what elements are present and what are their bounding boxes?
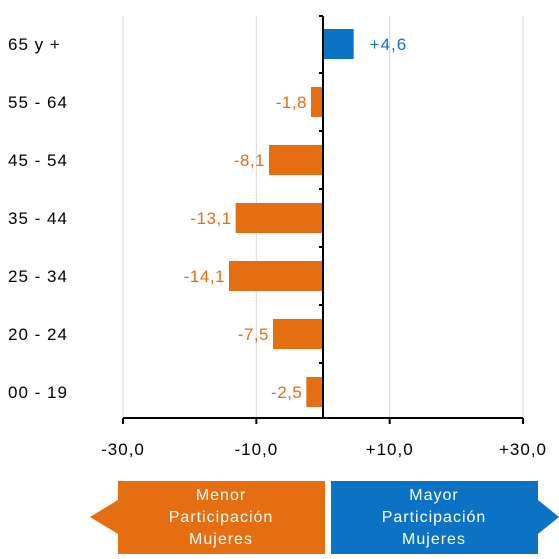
x-tick-label: +30,0: [499, 440, 547, 459]
legend-right-label-line: Mujeres: [402, 531, 466, 548]
category-label: 20 - 24: [8, 325, 68, 344]
bar: [323, 29, 354, 59]
right-arrow-icon: [538, 500, 559, 534]
legend-left-box: [118, 481, 325, 554]
bar: [269, 145, 323, 175]
bar: [311, 87, 323, 117]
data-label: -13,1: [190, 209, 231, 228]
category-label: 35 - 44: [8, 209, 68, 228]
category-label: 25 - 34: [8, 267, 68, 286]
data-label: +4,6: [370, 35, 408, 54]
category-label: 55 - 64: [8, 93, 68, 112]
bar: [306, 377, 323, 407]
legend-left-label-line: Participación: [169, 509, 274, 526]
data-label: -7,5: [238, 325, 269, 344]
legend-left-label-line: Mujeres: [189, 531, 253, 548]
category-label: 00 - 19: [8, 383, 68, 402]
data-label: -8,1: [234, 151, 265, 170]
data-label: -14,1: [184, 267, 225, 286]
legend-right-label-line: Mayor: [409, 487, 458, 504]
category-label: 65 y +: [8, 35, 61, 54]
data-label: -1,8: [276, 93, 307, 112]
data-label: -2,5: [271, 383, 302, 402]
legend-right-label-line: Participación: [382, 509, 487, 526]
legend-left-label-line: Menor: [196, 487, 246, 504]
x-tick-label: -10,0: [234, 440, 278, 459]
legend-right-box: [331, 481, 538, 554]
left-arrow-icon: [90, 500, 118, 534]
category-label: 45 - 54: [8, 151, 68, 170]
bar: [273, 319, 323, 349]
x-tick-label: +10,0: [366, 440, 414, 459]
bar: [235, 203, 323, 233]
bar: [229, 261, 323, 291]
x-tick-label: -30,0: [101, 440, 145, 459]
